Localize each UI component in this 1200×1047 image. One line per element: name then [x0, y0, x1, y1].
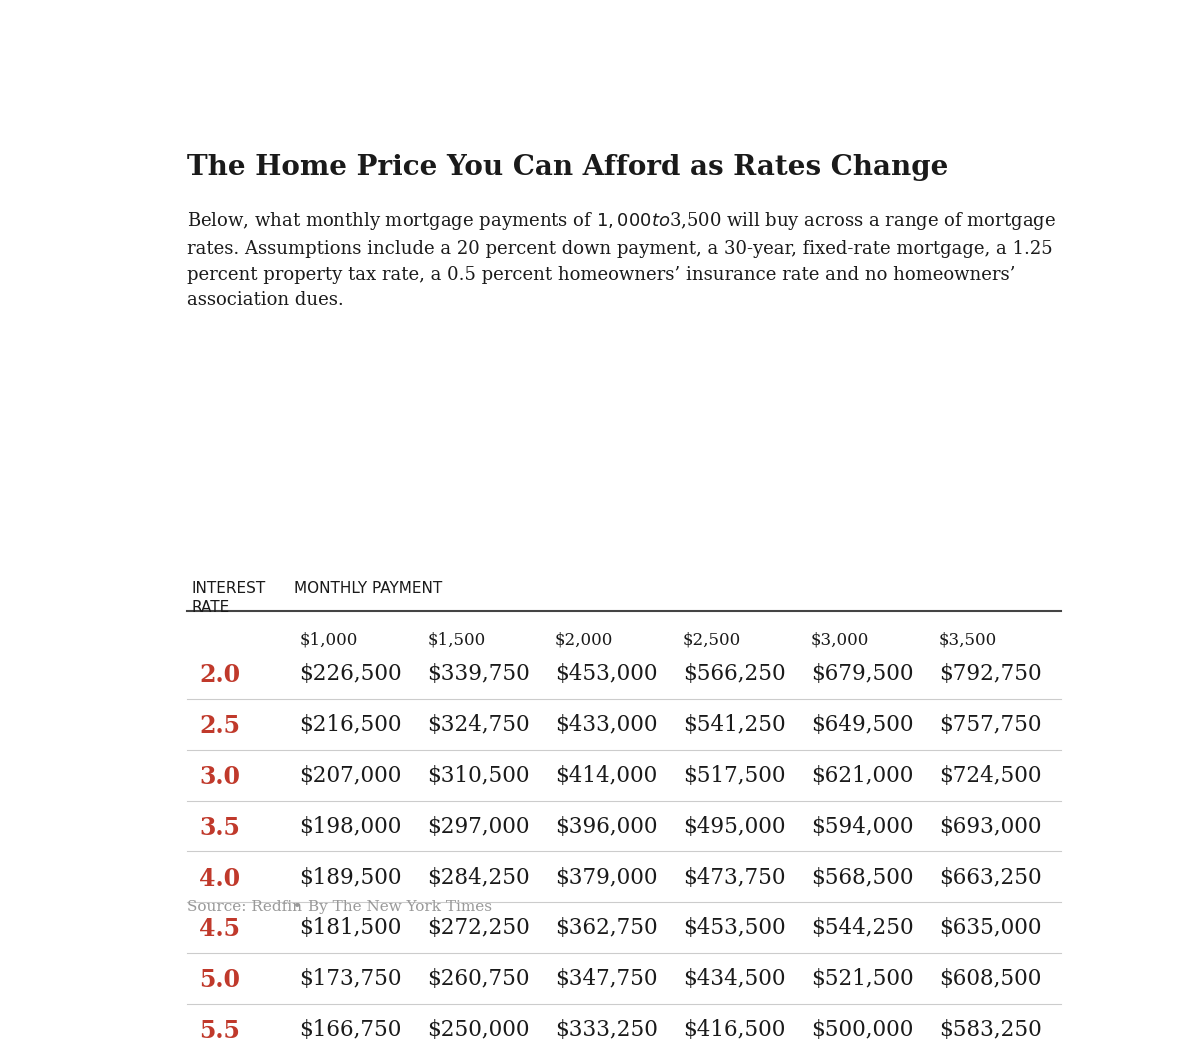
Text: $297,000: $297,000 [427, 816, 529, 838]
Text: $433,000: $433,000 [556, 714, 658, 736]
Text: $226,500: $226,500 [299, 664, 402, 686]
Text: $434,500: $434,500 [683, 968, 785, 990]
Text: $1,500: $1,500 [427, 632, 485, 649]
Text: $207,000: $207,000 [299, 765, 402, 787]
Text: $724,500: $724,500 [938, 765, 1042, 787]
Text: MONTHLY PAYMENT: MONTHLY PAYMENT [294, 581, 443, 596]
Text: 5.0: 5.0 [199, 968, 240, 993]
Text: By The New York Times: By The New York Times [308, 900, 492, 914]
Text: $679,500: $679,500 [811, 664, 913, 686]
Text: INTEREST
RATE: INTEREST RATE [192, 581, 266, 615]
Text: $189,500: $189,500 [299, 867, 402, 889]
Text: 3.0: 3.0 [199, 765, 240, 789]
Text: The Home Price You Can Afford as Rates Change: The Home Price You Can Afford as Rates C… [187, 154, 948, 181]
Text: $495,000: $495,000 [683, 816, 785, 838]
Text: $2,000: $2,000 [556, 632, 613, 649]
Text: $621,000: $621,000 [811, 765, 913, 787]
Text: 5.5: 5.5 [199, 1019, 240, 1043]
Text: $181,500: $181,500 [299, 917, 402, 939]
Text: $608,500: $608,500 [938, 968, 1042, 990]
Text: $416,500: $416,500 [683, 1019, 785, 1041]
Text: $453,000: $453,000 [556, 664, 658, 686]
Text: $3,500: $3,500 [938, 632, 997, 649]
Text: $284,250: $284,250 [427, 867, 529, 889]
Text: $635,000: $635,000 [938, 917, 1042, 939]
Text: $517,500: $517,500 [683, 765, 785, 787]
Text: $362,750: $362,750 [556, 917, 658, 939]
Text: $693,000: $693,000 [938, 816, 1042, 838]
Text: •: • [288, 900, 306, 914]
Text: 2.5: 2.5 [199, 714, 240, 738]
Text: $3,000: $3,000 [811, 632, 869, 649]
Text: $347,750: $347,750 [556, 968, 658, 990]
Text: $757,750: $757,750 [938, 714, 1042, 736]
Text: $250,000: $250,000 [427, 1019, 529, 1041]
Text: $473,750: $473,750 [683, 867, 785, 889]
Text: $544,250: $544,250 [811, 917, 913, 939]
Text: Below, what monthly mortgage payments of $1,000 to $3,500 will buy across a rang: Below, what monthly mortgage payments of… [187, 210, 1056, 310]
Text: 4.5: 4.5 [199, 917, 240, 941]
Text: $339,750: $339,750 [427, 664, 530, 686]
Text: $594,000: $594,000 [811, 816, 913, 838]
Text: $333,250: $333,250 [556, 1019, 658, 1041]
Text: $216,500: $216,500 [299, 714, 402, 736]
Text: $541,250: $541,250 [683, 714, 786, 736]
Text: $649,500: $649,500 [811, 714, 913, 736]
Text: $500,000: $500,000 [811, 1019, 913, 1041]
Text: $260,750: $260,750 [427, 968, 529, 990]
Text: $568,500: $568,500 [811, 867, 913, 889]
Text: 2.0: 2.0 [199, 664, 240, 688]
Text: $173,750: $173,750 [299, 968, 402, 990]
Text: $2,500: $2,500 [683, 632, 742, 649]
Text: $272,250: $272,250 [427, 917, 530, 939]
Text: $310,500: $310,500 [427, 765, 529, 787]
Text: $566,250: $566,250 [683, 664, 786, 686]
Text: $792,750: $792,750 [938, 664, 1042, 686]
Text: $663,250: $663,250 [938, 867, 1042, 889]
Text: $414,000: $414,000 [556, 765, 658, 787]
Text: Source: Redfin: Source: Redfin [187, 900, 302, 914]
Text: 4.0: 4.0 [199, 867, 240, 891]
Text: $453,500: $453,500 [683, 917, 786, 939]
Text: $379,000: $379,000 [556, 867, 658, 889]
Text: 3.5: 3.5 [199, 816, 240, 840]
Text: $198,000: $198,000 [299, 816, 402, 838]
Text: $521,500: $521,500 [811, 968, 913, 990]
Text: $396,000: $396,000 [556, 816, 658, 838]
Text: $324,750: $324,750 [427, 714, 529, 736]
Text: $583,250: $583,250 [938, 1019, 1042, 1041]
Text: $1,000: $1,000 [299, 632, 358, 649]
Text: $166,750: $166,750 [299, 1019, 402, 1041]
